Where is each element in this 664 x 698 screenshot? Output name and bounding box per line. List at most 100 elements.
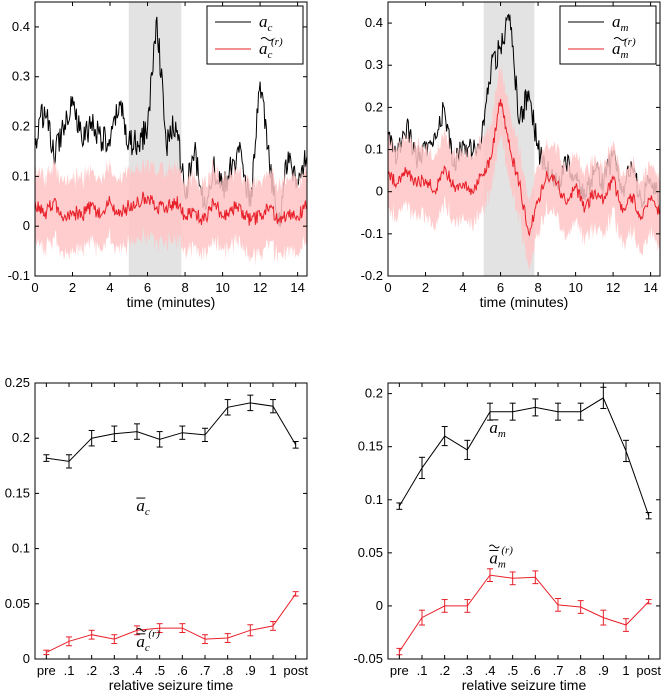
x-tick-label: 4 (106, 280, 113, 295)
x-tick-label: 10 (568, 280, 582, 295)
y-tick-label: 0.15 (358, 439, 383, 454)
x-tick-label: pre (37, 663, 56, 678)
x-tick-label: .2 (86, 663, 97, 678)
y-tick-label: 0.2 (365, 99, 383, 114)
legend-superscript: (r) (271, 36, 283, 48)
legend-subscript: c (268, 49, 273, 61)
x-tick-label: .1 (64, 663, 75, 678)
y-tick-label: 0.2 (12, 119, 30, 134)
x-tick-label: 1 (622, 663, 629, 678)
x-tick-label: 0 (384, 280, 391, 295)
annotation-superscript: (r) (148, 628, 160, 640)
y-tick-label: 0.3 (12, 69, 30, 84)
x-tick-label: .9 (598, 663, 609, 678)
x-tick-label: .4 (485, 663, 496, 678)
y-tick-label: 0.3 (365, 57, 383, 72)
y-tick-label: 0.1 (365, 142, 383, 157)
x-tick-label: .2 (439, 663, 450, 678)
axes-frame (34, 382, 308, 660)
x-tick-label: .3 (109, 663, 120, 678)
annotation-tilde (135, 627, 147, 632)
x-tick-label: .7 (553, 663, 564, 678)
x-tick-label: 10 (215, 280, 229, 295)
y-tick-label: -0.2 (361, 268, 383, 283)
x-tick-label: post (283, 663, 308, 678)
y-tick-label: 0.2 (12, 430, 30, 445)
annotation-subscript: c (145, 642, 150, 654)
y-tick-label: 0.05 (358, 545, 383, 560)
x-tick-label: .3 (462, 663, 473, 678)
y-tick-label: 0.1 (365, 492, 383, 507)
x-tick-label: .8 (222, 663, 233, 678)
y-tick-label: -0.1 (361, 226, 383, 241)
x-tick-label: 0 (31, 280, 38, 295)
axes-frame (387, 1, 661, 277)
y-tick-label: 0.1 (12, 168, 30, 183)
y-tick-label: 0.2 (365, 386, 383, 401)
x-tick-label: 2 (422, 280, 429, 295)
x-tick-label: 14 (290, 280, 304, 295)
x-tick-label: 2 (69, 280, 76, 295)
legend-superscript: (r) (624, 36, 636, 48)
y-tick-label: 0.05 (5, 596, 30, 611)
y-tick-label: -0.1 (8, 268, 30, 283)
y-tick-label: 0.4 (12, 19, 30, 34)
y-tick-label: 0.25 (5, 375, 30, 390)
x-tick-label: .6 (530, 663, 541, 678)
series-line-a_c (34, 16, 308, 227)
panel-bottom-right: -0.05 0 0.05 0.1 0.15 0.2 pre .1 .2 .3 .4 .5 .6 .7 .8.… (353, 382, 661, 693)
y-tick-label: 0 (376, 184, 383, 199)
annotation-tilde (488, 544, 500, 549)
y-tick-label: 0.4 (365, 15, 383, 30)
x-tick-label: post (636, 663, 661, 678)
panel-bottom-left: 0 0.05 0.1 0.15 0.2 0.25 pre .1 .2 .3 .4 .5 .6 .7 .8 .9… (5, 375, 309, 693)
x-axis-label: relative seizure time (462, 677, 587, 693)
x-tick-label: .5 (154, 663, 165, 678)
series-line-mean a_c (46, 402, 297, 462)
x-tick-label: .5 (507, 663, 518, 678)
legend-subscript: m (621, 49, 629, 61)
annotation-label: ac (136, 496, 150, 518)
series-line-mean a_c^(r) (46, 593, 297, 653)
x-axis-label: time (minutes) (480, 294, 569, 310)
y-tick-label: -0.05 (353, 651, 383, 666)
x-tick-label: 12 (606, 280, 620, 295)
x-tick-label: 8 (534, 280, 541, 295)
y-tick-label: 0 (376, 598, 383, 613)
x-axis-label: relative seizure time (109, 677, 234, 693)
x-tick-label: pre (390, 663, 409, 678)
x-tick-label: 8 (181, 280, 188, 295)
confidence-band-a_m^(r) (388, 63, 660, 272)
legend-subscript: c (268, 22, 273, 34)
series-line-mean a_m^(r) (398, 574, 650, 652)
annotation-subscript: m (498, 428, 506, 440)
panel-top-right: -0.2 -0.1 0 0.1 0.2 0.3 0.4 0 2 4 6 8 10 12 14 time (mi… (361, 1, 661, 310)
x-tick-label: .7 (200, 663, 211, 678)
axes-frame (34, 1, 308, 277)
x-tick-label: 6 (497, 280, 504, 295)
axes-frame (387, 382, 661, 660)
annotation-subscript: c (145, 506, 150, 518)
x-tick-label: 4 (459, 280, 466, 295)
x-tick-label: 14 (643, 280, 657, 295)
legend-tilde (613, 37, 627, 41)
series-line-a_c^(r) (34, 191, 308, 226)
confidence-band-a_c^(r) (35, 158, 307, 267)
x-tick-label: .9 (245, 663, 256, 678)
annotation-label: am (489, 418, 506, 440)
y-tick-label: 0.15 (5, 485, 30, 500)
annotation-subscript: m (498, 558, 506, 570)
legend-box (559, 5, 657, 65)
x-tick-label: .1 (417, 663, 428, 678)
series-line-a_m^(r) (387, 98, 661, 237)
x-tick-label: .6 (177, 663, 188, 678)
y-tick-label: 0.1 (12, 541, 30, 556)
legend-tilde (260, 37, 274, 41)
x-tick-label: 1 (269, 663, 276, 678)
x-tick-label: 12 (253, 280, 267, 295)
y-tick-label: 0 (23, 218, 30, 233)
annotation-superscript: (r) (501, 544, 513, 556)
legend-box (206, 5, 304, 65)
x-axis-label: time (minutes) (127, 294, 216, 310)
